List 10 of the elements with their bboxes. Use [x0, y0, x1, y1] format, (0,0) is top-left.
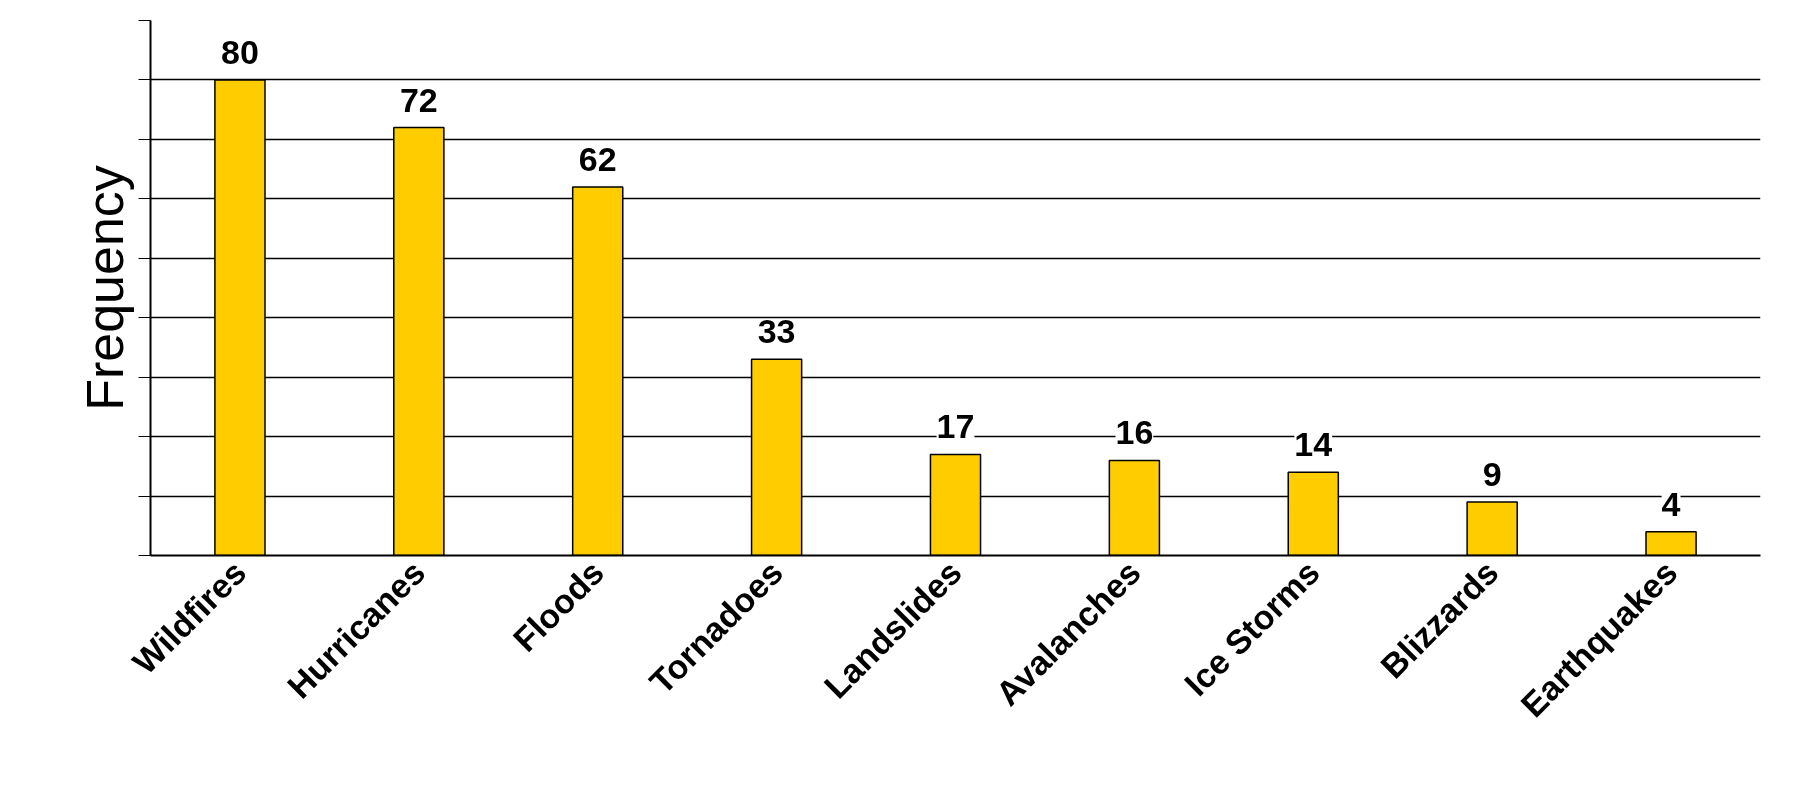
data-label: 80 — [221, 32, 259, 71]
data-label: 14 — [1294, 425, 1333, 464]
data-label: 62 — [578, 139, 617, 178]
y-axis-title: Frequency — [75, 165, 134, 411]
data-label: 33 — [757, 312, 796, 351]
data-label: 4 — [1661, 484, 1681, 523]
data-label: 9 — [1482, 455, 1502, 493]
data-label: 72 — [399, 80, 438, 119]
data-label: 16 — [1115, 413, 1154, 452]
data-label: 17 — [936, 407, 975, 446]
